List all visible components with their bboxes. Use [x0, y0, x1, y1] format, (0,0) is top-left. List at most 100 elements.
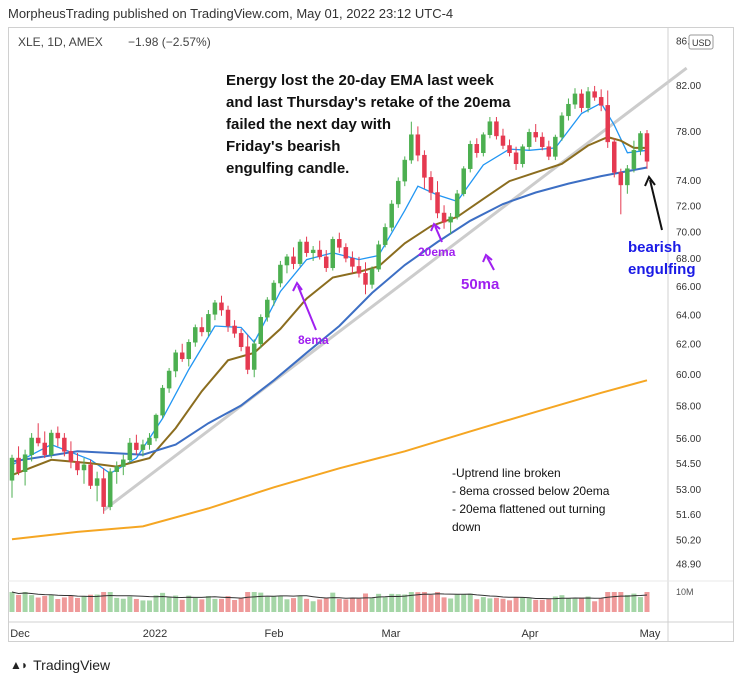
volume-bar: [565, 598, 571, 612]
candle-body: [592, 91, 597, 98]
candle-body: [343, 247, 349, 259]
candle-body: [179, 352, 185, 360]
candle-body: [572, 93, 578, 105]
candle-body: [186, 342, 192, 360]
candle-body: [553, 136, 558, 157]
candle-body: [612, 141, 617, 173]
time-tick-label: Mar: [382, 628, 401, 640]
price-tick-label: 82.00: [676, 81, 701, 92]
volume-bar: [546, 599, 552, 612]
volume-bar: [297, 595, 303, 612]
line-8ema: [11, 102, 648, 475]
candle-body: [245, 346, 250, 370]
price-tick-label: 51.60: [676, 510, 701, 521]
volume-bar: [22, 592, 28, 612]
price-tick-label: 78.00: [676, 127, 701, 138]
volume-bar: [101, 592, 107, 612]
candle-body: [62, 437, 67, 452]
uptrend-line: [102, 66, 688, 512]
annotation-main-note-line: and last Thursday's retake of the 20ema: [226, 94, 511, 111]
volume-bar: [618, 592, 624, 612]
candle-body: [631, 150, 637, 169]
volume-bar: [179, 599, 185, 612]
volume-bar: [559, 595, 565, 612]
candle-body: [238, 333, 244, 347]
volume-bar: [513, 597, 519, 612]
arrow-50ma: [486, 256, 495, 271]
volume-bar: [173, 595, 179, 612]
candle-body: [435, 192, 440, 214]
volume-average-line: [11, 591, 648, 600]
candle-body: [369, 268, 375, 285]
volume-bar: [500, 598, 506, 612]
price-tick-label: 62.00: [676, 340, 701, 351]
candle-body: [317, 249, 322, 258]
candle-body: [625, 168, 630, 186]
candle-body: [121, 459, 126, 467]
volume-bar: [408, 592, 414, 612]
volume-bar: [624, 594, 630, 612]
volume-bar: [304, 598, 310, 612]
candle-body: [559, 115, 565, 138]
volume-bar: [454, 594, 460, 612]
volume-bar: [146, 600, 152, 612]
volume-bar: [153, 595, 159, 612]
candle-body: [487, 121, 493, 135]
candle-body: [409, 134, 414, 161]
price-tick-label: 72.00: [676, 201, 701, 212]
chart-frame: [8, 27, 734, 642]
price-tick-label: 58.00: [676, 402, 701, 413]
volume-bar: [35, 597, 41, 612]
time-tick-label: Dec: [10, 628, 30, 640]
annotation-bullet: - 20ema flattened out turning: [452, 502, 605, 516]
volume-scale-label: 10M: [676, 587, 694, 597]
volume-bar: [48, 595, 54, 612]
time-tick-label: 2022: [143, 628, 167, 640]
volume-bar: [382, 597, 388, 612]
label-20ema: 20ema: [418, 245, 456, 259]
candle-body: [304, 241, 309, 254]
arrowhead-50ma: [482, 253, 493, 263]
candle-body: [101, 478, 106, 507]
volume-bar: [395, 594, 401, 612]
volume-bar: [330, 592, 336, 612]
volume-bar: [402, 594, 408, 612]
candle-body: [173, 352, 178, 372]
volume-bar: [218, 598, 224, 612]
volume-bar: [389, 593, 395, 612]
candle-body: [481, 134, 486, 154]
candle-body: [310, 249, 316, 254]
candle-body: [598, 97, 604, 106]
volume-bar: [631, 593, 637, 612]
annotation-bullet: down: [452, 520, 481, 534]
candle-body: [88, 464, 93, 486]
volume-bar: [186, 595, 192, 612]
candle-body: [297, 241, 303, 264]
candle-body: [22, 454, 28, 472]
arrow-20ema: [434, 225, 443, 243]
candle-body: [585, 91, 591, 108]
arrowhead-bearish: [644, 175, 656, 187]
volume-bar: [533, 599, 539, 612]
annotation-bullet: - 8ema crossed below 20ema: [452, 484, 610, 498]
price-tick-label: 56.00: [676, 434, 701, 445]
price-chart[interactable]: 86.0082.0078.0074.0072.0070.0068.0066.00…: [0, 0, 741, 650]
volume-bar: [192, 597, 198, 612]
candle-body: [212, 302, 218, 315]
volume-bar: [356, 598, 362, 612]
annotation-bullet: -Uptrend line broken: [452, 466, 561, 480]
volume-bar: [376, 593, 382, 612]
candle-body: [513, 152, 519, 165]
arrowhead-8ema: [292, 281, 303, 292]
price-tick-label: 64.00: [676, 310, 701, 321]
volume-bar: [245, 592, 251, 612]
candle-body: [134, 442, 139, 450]
price-tick-label: 68.00: [676, 254, 701, 265]
volume-bar: [9, 592, 15, 612]
candle-body: [75, 461, 80, 471]
volume-bar: [238, 597, 244, 612]
volume-bar: [290, 598, 296, 612]
price-tick-label: 48.90: [676, 560, 701, 571]
candle-body: [448, 216, 453, 223]
candle-body: [68, 451, 74, 462]
